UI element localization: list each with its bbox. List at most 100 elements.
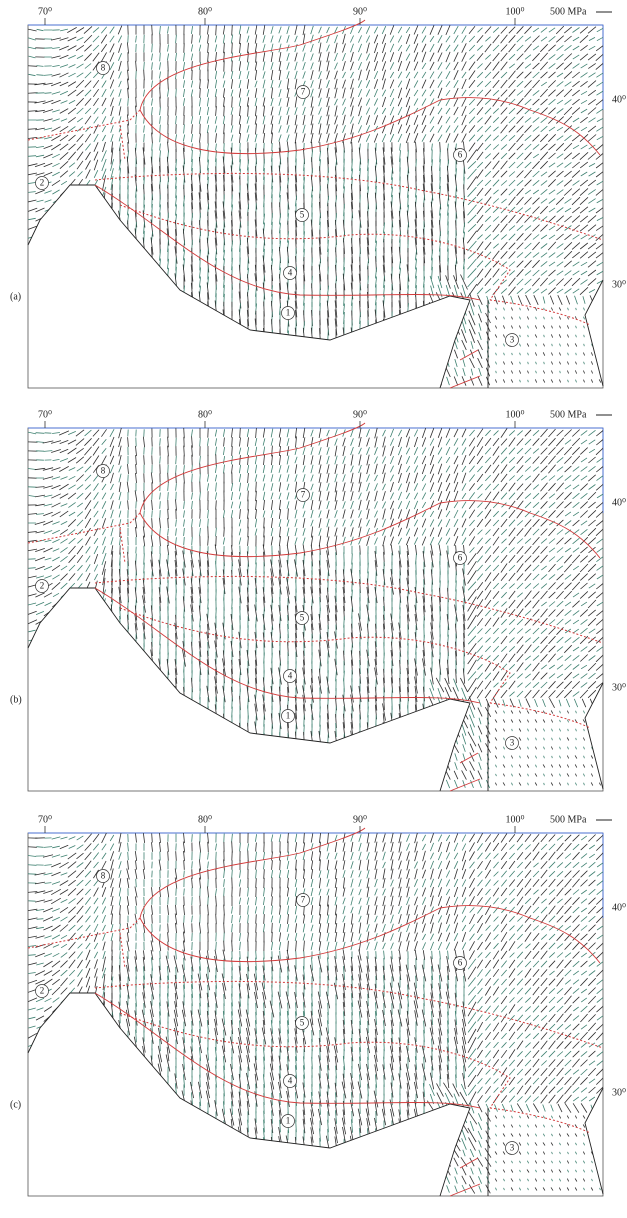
stress-tick <box>102 98 106 106</box>
stress-tick <box>54 378 58 385</box>
stress-tick <box>509 483 515 491</box>
stress-tick <box>551 379 553 382</box>
stress-tick <box>495 334 497 337</box>
stress-tick <box>424 312 425 325</box>
stress-tick <box>565 575 571 580</box>
stress-tick <box>477 574 483 581</box>
stress-tick <box>446 321 450 333</box>
stress-tick <box>271 62 273 69</box>
stress-tick <box>588 81 596 88</box>
stress-tick <box>556 197 564 204</box>
stress-tick <box>575 370 576 373</box>
stress-tick <box>95 214 97 224</box>
stress-tick <box>319 501 321 510</box>
stress-tick <box>68 458 76 463</box>
stress-tick <box>549 539 555 544</box>
stress-tick <box>383 509 386 520</box>
stress-tick <box>468 224 476 231</box>
stress-tick <box>493 27 499 32</box>
stress-tick <box>86 600 90 609</box>
stress-tick <box>28 369 35 375</box>
stress-tick <box>110 677 114 693</box>
stress-tick <box>110 90 113 97</box>
stress-tick <box>303 437 305 446</box>
stress-tick <box>35 495 45 497</box>
stress-tick <box>79 304 82 313</box>
stress-tick <box>469 528 474 535</box>
stress-tick <box>517 153 523 159</box>
stress-tick <box>486 638 491 643</box>
stress-tick <box>580 81 587 86</box>
stress-tick <box>271 116 273 125</box>
stress-tick <box>27 137 37 138</box>
stress-tick <box>540 278 547 286</box>
stress-tick <box>463 350 465 358</box>
stress-tick <box>96 314 97 321</box>
stress-tick <box>581 529 588 534</box>
stress-tick <box>429 302 435 316</box>
stress-tick <box>343 491 345 501</box>
stress-tick <box>60 206 67 214</box>
stress-tick <box>414 528 417 537</box>
stress-tick <box>53 459 60 460</box>
stress-tick <box>549 476 555 481</box>
stress-tick <box>85 456 92 464</box>
stress-tick <box>271 36 273 43</box>
stress-tick <box>44 75 52 76</box>
stress-tick <box>493 62 500 71</box>
stress-tick <box>287 115 289 124</box>
stress-tick <box>446 90 450 96</box>
stress-tick <box>76 80 84 88</box>
stress-tick <box>96 303 97 314</box>
stress-tick <box>192 34 193 43</box>
stress-tick <box>477 107 483 114</box>
stress-tick <box>319 108 322 115</box>
stress-tick <box>406 61 410 70</box>
stress-tick <box>454 134 458 143</box>
stress-tick <box>335 510 338 518</box>
stress-tick <box>111 473 114 483</box>
stress-tick <box>311 430 313 437</box>
stress-tick <box>525 55 531 60</box>
stress-tick <box>160 125 161 134</box>
stress-tick <box>567 371 568 374</box>
stress-tick <box>184 303 185 316</box>
stress-tick <box>70 296 74 305</box>
stress-tick <box>564 492 571 499</box>
stress-tick <box>43 512 52 515</box>
stress-tick <box>567 335 568 338</box>
stress-tick <box>501 181 507 186</box>
stress-tick <box>391 509 394 520</box>
stress-tick <box>416 319 417 334</box>
stress-tick <box>504 344 505 347</box>
stress-tick <box>493 511 498 517</box>
stress-tick <box>96 681 97 690</box>
stress-tick <box>525 99 531 105</box>
stress-tick <box>525 37 531 42</box>
stress-tick <box>69 135 76 141</box>
stress-tick <box>192 319 193 335</box>
stress-tick <box>493 655 498 661</box>
stress-tick <box>469 446 475 455</box>
stress-tick <box>43 119 52 122</box>
stress-tick <box>493 35 500 43</box>
stress-tick <box>359 500 361 510</box>
stress-tick <box>311 475 313 482</box>
stress-tick <box>69 207 75 214</box>
stress-tick <box>556 591 563 599</box>
stress-tick <box>430 126 434 132</box>
stress-tick <box>103 202 105 218</box>
stress-tick <box>136 359 137 366</box>
stress-tick <box>390 124 393 135</box>
stress-tick <box>120 625 121 637</box>
stress-tick <box>53 226 59 230</box>
stress-tick <box>556 26 564 34</box>
stress-tick <box>477 456 483 464</box>
stress-tick <box>76 45 84 50</box>
stress-tick <box>540 225 547 232</box>
stress-tick <box>358 89 361 97</box>
stress-tick <box>94 142 98 151</box>
stress-tick <box>576 335 577 338</box>
stress-tick <box>216 133 217 142</box>
stress-tick <box>264 608 265 619</box>
